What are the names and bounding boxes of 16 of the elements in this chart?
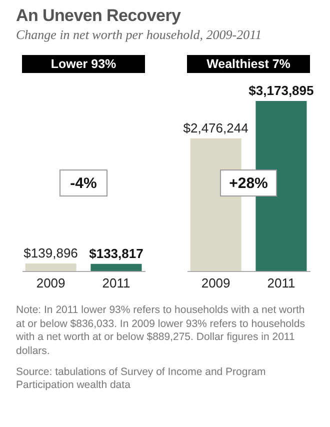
chart-title: Wealthiest 7% bbox=[187, 55, 310, 73]
source-note: Source: tabulations of Survey of Income and Program Participation wealth data bbox=[16, 366, 267, 393]
annotation: +28% bbox=[229, 175, 268, 192]
text: Note: In 2011 lower 93% refers to households with a net worth at or below $836,033. In 2009 lower 93% refers to households with a net worth at or below $889,275. Dollar figures in 2011 dollars. bbox=[16, 304, 306, 359]
text: Change in net worth per household, 2009-2011 bbox=[16, 27, 263, 43]
text: -4% bbox=[70, 175, 97, 192]
data-label: $2,476,244 bbox=[183, 120, 248, 136]
chart-title: Lower 93% bbox=[22, 55, 145, 73]
data-label: $133,817 bbox=[89, 246, 144, 261]
x-tick-label: 2011 bbox=[102, 276, 130, 290]
text: An Uneven Recovery bbox=[16, 6, 182, 26]
x-tick-label: 2009 bbox=[201, 276, 230, 290]
x-tick-label: 2009 bbox=[36, 276, 66, 290]
data-label: $3,173,895 bbox=[248, 83, 314, 98]
x-tick-label: 2011 bbox=[267, 276, 296, 290]
data-label: $139,896 bbox=[24, 246, 78, 261]
